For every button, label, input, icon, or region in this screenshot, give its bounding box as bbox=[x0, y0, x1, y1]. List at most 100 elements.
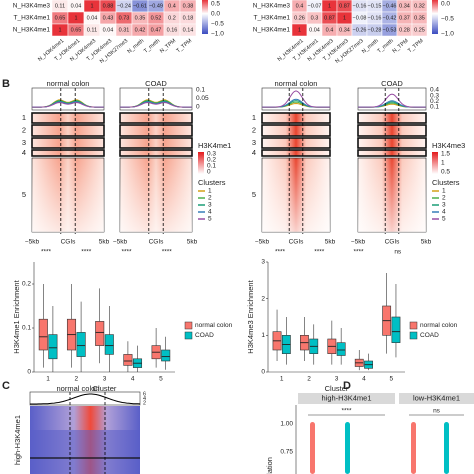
cell-value: 0.65 bbox=[71, 27, 82, 33]
profile-tick: 0.2 bbox=[430, 98, 439, 105]
x-axis-title: Cluster bbox=[93, 384, 117, 393]
cell-value: 0.35 bbox=[135, 15, 146, 21]
cell-value: 0.11 bbox=[87, 27, 97, 33]
x-tick-label: 5kb bbox=[325, 239, 336, 246]
legend-title: Clusters bbox=[432, 178, 460, 187]
legend-label: 5 bbox=[208, 216, 212, 223]
cell-value: 1 bbox=[298, 27, 301, 33]
heat-tick: 0 bbox=[207, 169, 211, 176]
profile-frame bbox=[261, 87, 331, 111]
row-label: T_H3K4me1 bbox=[14, 15, 51, 22]
cell-value: 0.28 bbox=[399, 27, 410, 33]
cluster-row-label: 1 bbox=[252, 113, 256, 122]
x-axis-title: Cluster bbox=[325, 384, 349, 393]
box-body bbox=[104, 334, 114, 355]
panel-label: B bbox=[2, 78, 10, 90]
significance: **** bbox=[275, 249, 286, 256]
box-body bbox=[95, 321, 105, 346]
box-body bbox=[38, 318, 48, 351]
profile-frame bbox=[29, 391, 141, 406]
profile-curve bbox=[262, 101, 330, 108]
legend-swatch bbox=[184, 331, 193, 340]
legend-label: 4 bbox=[208, 209, 212, 216]
heatmap-band bbox=[119, 149, 193, 157]
cell-value: −0.24 bbox=[117, 3, 131, 9]
panel-label: D bbox=[343, 380, 351, 392]
x-tick-label: CGIs bbox=[385, 239, 401, 246]
cell-value: 0.43 bbox=[103, 15, 114, 21]
cell-value: −0.16 bbox=[353, 3, 367, 9]
x-tick-label: CGIs bbox=[149, 239, 165, 246]
facet-label: high-H3K4me1 bbox=[321, 393, 371, 402]
cell-value: 0.26 bbox=[294, 15, 305, 21]
x-tick-label: CGIs bbox=[289, 239, 305, 246]
significance: **** bbox=[341, 408, 352, 415]
heat-colorbar bbox=[432, 152, 438, 174]
box-body bbox=[123, 354, 133, 366]
heatmap-band bbox=[357, 124, 427, 137]
profile-tick: 0.4 bbox=[430, 87, 439, 94]
significance: **** bbox=[81, 249, 92, 256]
colorbar-label: 0.5 bbox=[211, 1, 220, 8]
significance: **** bbox=[41, 249, 52, 256]
heat-tick: 0.2 bbox=[207, 157, 216, 164]
heat-tick: 1.5 bbox=[441, 151, 450, 158]
y-tick-label: 1.00 bbox=[280, 421, 293, 428]
cell-value: 0.2 bbox=[168, 15, 176, 21]
violin bbox=[310, 422, 315, 474]
cluster-row-label: 5 bbox=[22, 190, 26, 199]
colorbar-label: −0.5 bbox=[211, 21, 224, 28]
legend-label: 1 bbox=[208, 188, 212, 195]
heat-tick: 0.1 bbox=[207, 163, 216, 170]
cell-value: −0.16 bbox=[368, 15, 382, 21]
column-label: N_TPM bbox=[159, 38, 177, 55]
cell-value: 0.4 bbox=[326, 27, 334, 33]
box-body bbox=[391, 316, 401, 343]
profile-curve bbox=[358, 93, 426, 108]
legend-swatch bbox=[409, 331, 418, 340]
y-tick-label: 0 bbox=[261, 369, 265, 376]
profile-tick: 0.1 bbox=[196, 87, 205, 94]
row-label: N_H3K4me3 bbox=[13, 3, 51, 10]
cell-value: 0.25 bbox=[414, 27, 425, 33]
legend-label: 5 bbox=[442, 216, 446, 223]
legend-swatch bbox=[184, 321, 193, 330]
heatmap-band bbox=[261, 124, 331, 137]
profile-frame bbox=[119, 87, 193, 111]
heat-tick: 1 bbox=[441, 160, 445, 167]
cell-value: −0.53 bbox=[383, 27, 397, 33]
heatmap-fade bbox=[262, 158, 330, 232]
colorbar bbox=[432, 0, 438, 34]
cluster-row-label: 1 bbox=[22, 113, 26, 122]
heatmap-band bbox=[261, 137, 331, 149]
profile-tick: 0 bbox=[196, 104, 200, 111]
x-tick-label: −5kb bbox=[113, 239, 128, 246]
cell-value: 0.87 bbox=[339, 3, 350, 9]
colorbar bbox=[202, 0, 208, 34]
cell-value: −0.42 bbox=[383, 15, 397, 21]
cell-value: 0.04 bbox=[71, 3, 82, 9]
colorbar-label: 0.0 bbox=[211, 11, 220, 18]
cluster-row-label: 4 bbox=[22, 148, 26, 157]
legend-label: 4 bbox=[442, 209, 446, 216]
cell-value: 0.14 bbox=[183, 27, 194, 33]
y-tick-label: 2 bbox=[261, 295, 265, 302]
significance: **** bbox=[121, 249, 132, 256]
cell-value: −0.08 bbox=[353, 15, 367, 21]
box-body bbox=[336, 342, 346, 356]
violin bbox=[444, 422, 449, 474]
violin bbox=[411, 422, 416, 474]
heatmap-band bbox=[119, 124, 193, 137]
profile-tick: 0.3 bbox=[430, 92, 439, 99]
cell-value: −0.49 bbox=[149, 3, 163, 9]
colorbar-label: 0.0 bbox=[441, 1, 450, 8]
legend-swatch bbox=[409, 321, 418, 330]
cell-value: 0.88 bbox=[103, 3, 114, 9]
x-tick-label: 5kb bbox=[99, 239, 110, 246]
heatmap-fade bbox=[120, 158, 192, 232]
profile-curve bbox=[262, 102, 330, 108]
cluster-row-label: 4 bbox=[252, 148, 256, 157]
heatmap-band bbox=[261, 149, 331, 157]
cell-value: 0.65 bbox=[55, 15, 66, 21]
